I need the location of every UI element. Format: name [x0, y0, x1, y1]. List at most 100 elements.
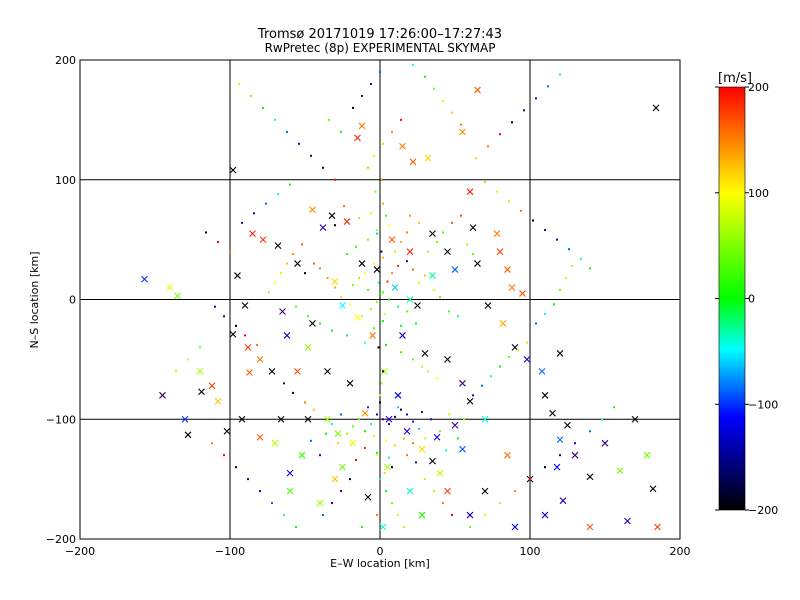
data-point-dot — [337, 442, 339, 445]
data-point-x — [553, 463, 561, 471]
data-point-x — [481, 415, 489, 423]
data-point-dot — [376, 451, 378, 454]
data-point-dot — [364, 430, 366, 433]
data-point-dot — [559, 288, 561, 291]
data-point-dot — [379, 478, 381, 481]
data-point-dot — [382, 320, 384, 323]
data-point-dot — [490, 375, 492, 378]
data-point-dot — [559, 73, 561, 76]
data-point-dot — [580, 257, 582, 260]
data-point-x — [328, 212, 336, 220]
data-point-x — [444, 487, 451, 495]
data-point-x — [309, 206, 316, 214]
data-point-dot — [352, 106, 354, 109]
data-point-dot — [412, 63, 414, 66]
data-point-dot — [532, 219, 534, 222]
x-tick-label: 0 — [377, 545, 384, 558]
data-point-dot — [235, 466, 237, 469]
chart-title-line1: Tromsø 20171019 17:26:00–17:27:43 — [257, 27, 502, 42]
data-point-dot — [238, 82, 240, 85]
data-point-dot — [352, 425, 354, 428]
data-point-dot — [223, 454, 225, 457]
chart-title-line2: RwPretec (8p) EXPERIMENTAL SKYMAP — [265, 41, 496, 55]
data-point-dot — [436, 241, 438, 244]
data-point-dot — [358, 418, 360, 421]
data-point-x — [571, 451, 579, 459]
data-point-dot — [334, 286, 336, 289]
data-point-dot — [466, 243, 468, 246]
data-point-dot — [292, 391, 294, 394]
data-point-dot — [352, 284, 354, 287]
data-point-dot — [286, 262, 288, 265]
data-point-dot — [370, 82, 372, 85]
data-point-x — [271, 439, 279, 447]
data-point-dot — [400, 351, 402, 354]
data-point-x — [358, 260, 366, 267]
data-point-dot — [553, 303, 555, 306]
data-point-dot — [442, 99, 444, 102]
data-point-dot — [217, 241, 219, 244]
y-tick-label: −200 — [46, 533, 76, 546]
data-point-x — [309, 320, 316, 327]
data-point-x — [523, 355, 531, 363]
data-point-dot — [544, 312, 546, 315]
data-point-dot — [383, 472, 386, 475]
data-point-x — [538, 367, 546, 375]
data-point-dot — [364, 446, 366, 449]
data-point-dot — [376, 454, 378, 457]
colorbar-tick-label: 100 — [748, 187, 769, 200]
data-point-dot — [589, 267, 591, 270]
data-point-dot — [469, 526, 471, 529]
data-point-dot — [526, 341, 528, 344]
data-point-dot — [187, 358, 189, 361]
data-point-dot — [421, 365, 423, 368]
data-point-x — [429, 457, 436, 465]
data-point-dot — [340, 490, 342, 493]
data-point-dot — [409, 214, 411, 217]
data-point-dot — [388, 298, 390, 301]
data-point-dot — [343, 205, 345, 208]
data-point-dot — [361, 315, 363, 318]
data-point-x — [466, 397, 474, 405]
data-point-dot — [380, 178, 383, 181]
data-point-dot — [388, 423, 390, 426]
data-point-dot — [247, 478, 249, 481]
data-point-dot — [304, 401, 306, 404]
colorbar-ticks: 200 100 0 −100 −200 — [715, 81, 778, 517]
data-point-dot — [547, 85, 549, 88]
data-point-dot — [385, 439, 387, 442]
y-tick-label: −100 — [46, 413, 76, 426]
data-point-dot — [205, 231, 207, 234]
data-point-x — [418, 445, 426, 453]
data-point-x — [316, 499, 324, 507]
data-point-dot — [325, 432, 327, 435]
data-point-dot — [334, 224, 336, 227]
x-tick-label: 200 — [670, 545, 691, 558]
data-point-dot — [175, 370, 177, 373]
data-point-dot — [451, 514, 453, 517]
data-point-dot — [241, 221, 243, 224]
data-point-dot — [406, 413, 408, 416]
data-point-x — [474, 86, 481, 94]
data-point-x — [469, 224, 477, 232]
data-point-dot — [418, 221, 420, 224]
data-point-dot — [370, 423, 372, 426]
data-point-x — [493, 230, 501, 238]
data-point-dot — [385, 214, 387, 217]
data-point-dot — [571, 264, 573, 267]
data-point-x — [343, 218, 351, 226]
data-point-dot — [439, 296, 441, 299]
colorbar-tick-label: 200 — [748, 81, 769, 94]
data-point-dot — [400, 408, 402, 411]
data-point-dot — [412, 268, 414, 271]
data-point-x — [504, 266, 511, 273]
data-point-dot — [544, 466, 546, 469]
axis-ticks: −200 −100 0 100 200 −200 −100 0 100 200 — [46, 54, 691, 558]
x-tick-label: −200 — [65, 545, 95, 558]
data-point-x — [283, 332, 291, 339]
data-point-x — [166, 284, 174, 291]
data-point-dot — [433, 490, 435, 493]
data-point-dot — [403, 526, 405, 529]
y-tick-label: 0 — [69, 294, 76, 307]
data-point-dot — [427, 250, 429, 253]
